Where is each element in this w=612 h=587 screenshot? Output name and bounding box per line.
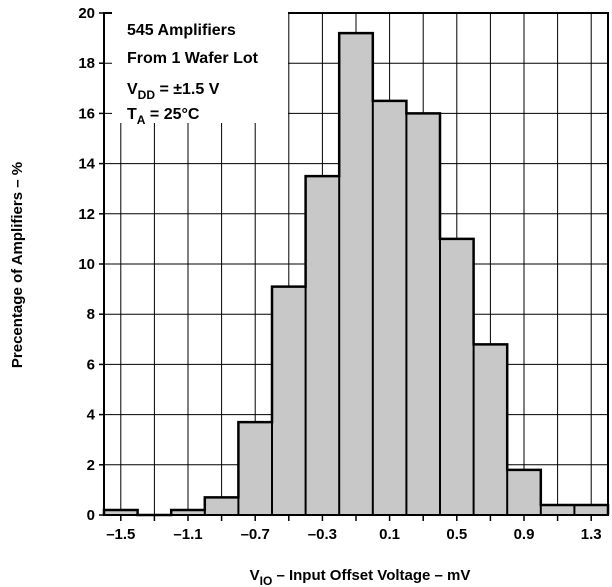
y-axis-title: Precentage of Amplifiers – % bbox=[9, 162, 26, 368]
annotation-line-4-main: T bbox=[127, 106, 137, 123]
histogram-bar bbox=[406, 113, 440, 516]
annotation-box-background bbox=[112, 10, 288, 123]
histogram-bar bbox=[540, 504, 575, 515]
x-tick-label: 0.1 bbox=[379, 526, 400, 543]
y-tick-label: 2 bbox=[87, 457, 95, 474]
y-tick-label: 8 bbox=[87, 306, 95, 323]
annotation-line-4-rest: = 25°C bbox=[145, 106, 199, 123]
histogram-bar bbox=[574, 504, 608, 515]
x-tick-label: –0.3 bbox=[308, 526, 337, 543]
annotation-line-3-rest: = ±1.5 V bbox=[155, 81, 220, 98]
histogram-bar bbox=[440, 238, 474, 515]
annotation-line-4-sub: A bbox=[137, 113, 146, 127]
y-tick-label: 16 bbox=[78, 105, 95, 122]
x-tick-label: 0.5 bbox=[446, 526, 467, 543]
x-axis-title: VIO – Input Offset Voltage – mV bbox=[250, 567, 471, 587]
y-tick-label: 10 bbox=[78, 256, 95, 273]
y-tick-label: 4 bbox=[87, 407, 96, 424]
histogram-bar bbox=[204, 497, 239, 515]
x-axis-title-rest: – Input Offset Voltage – mV bbox=[272, 567, 470, 584]
annotation-line-4: TA = 25°C bbox=[127, 106, 200, 127]
histogram-bar bbox=[339, 33, 373, 515]
x-tick-labels: –1.5 –1.1 –0.7 –0.3 0.1 0.5 0.9 1.3 bbox=[106, 526, 601, 543]
x-tick-label: 0.9 bbox=[514, 526, 535, 543]
y-tick-label: 18 bbox=[78, 55, 95, 72]
y-tick-label: 20 bbox=[78, 5, 95, 22]
histogram-bar bbox=[272, 286, 306, 515]
y-tick-labels: 0 2 4 6 8 10 12 14 16 18 20 bbox=[78, 5, 95, 524]
annotation-line-3-sub: DD bbox=[138, 88, 156, 102]
x-tick-label: –0.7 bbox=[241, 526, 270, 543]
x-tick-label: –1.5 bbox=[106, 526, 135, 543]
axis-ticks bbox=[99, 12, 592, 521]
annotation-line-1: 545 Amplifiers bbox=[127, 22, 236, 39]
x-axis-title-sub: IO bbox=[260, 574, 273, 587]
histogram-bar bbox=[507, 469, 541, 515]
y-tick-label: 14 bbox=[78, 156, 95, 173]
x-tick-label: 1.3 bbox=[581, 526, 602, 543]
annotation-line-3-main: V bbox=[127, 81, 138, 98]
y-tick-label: 12 bbox=[78, 206, 95, 223]
histogram-bar bbox=[171, 509, 205, 515]
x-axis-title-main: V bbox=[250, 567, 260, 584]
histogram-bar bbox=[305, 176, 340, 515]
y-tick-label: 0 bbox=[87, 507, 95, 524]
x-tick-label: –1.1 bbox=[173, 526, 202, 543]
histogram-bars bbox=[102, 31, 610, 517]
histogram-bar bbox=[372, 100, 407, 515]
annotation-box: 545 Amplifiers From 1 Wafer Lot VDD = ±1… bbox=[127, 22, 259, 127]
y-tick-label: 6 bbox=[87, 356, 95, 373]
histogram-bar bbox=[473, 344, 508, 515]
histogram-bar bbox=[104, 509, 138, 515]
annotation-line-3: VDD = ±1.5 V bbox=[127, 81, 220, 102]
annotation-line-2: From 1 Wafer Lot bbox=[127, 50, 259, 67]
histogram-bar bbox=[238, 422, 272, 515]
